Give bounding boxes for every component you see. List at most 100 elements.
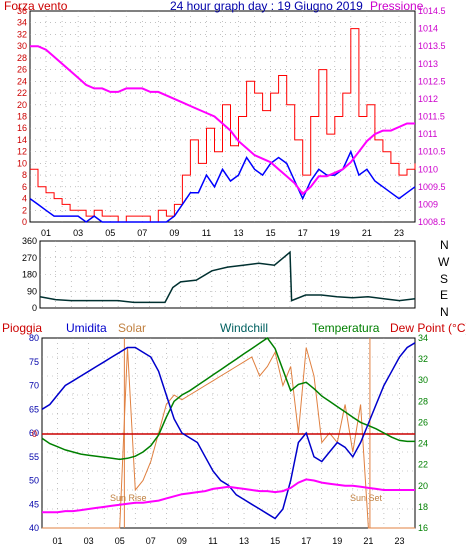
compass-n-top: N <box>440 238 449 252</box>
legend-solar: Solar <box>118 321 146 335</box>
panel1-hour-tick-label: 15 <box>266 228 276 238</box>
wind-speed-tick-label: 14 <box>17 135 27 145</box>
solar-line <box>42 347 415 529</box>
temperature-tick-label: 24 <box>418 439 428 449</box>
panel3-hour-tick-label: 09 <box>177 536 187 546</box>
panel1-hour-tick-label: 17 <box>298 228 308 238</box>
pressure-line <box>30 45 415 196</box>
panel3-hour-tick-label: 01 <box>53 536 63 546</box>
humidity-tick-label: 80 <box>29 333 39 343</box>
pressure-tick-label: 1009 <box>418 199 438 209</box>
temperature-humidity-series <box>41 336 416 529</box>
legend-rain: Pioggia <box>2 321 42 335</box>
rain-zero-label: 0 <box>32 429 37 439</box>
panel3-hour-tick-label: 17 <box>301 536 311 546</box>
wind-speed-tick-label: 16 <box>17 123 27 133</box>
panel3-hour-tick-label: 05 <box>115 536 125 546</box>
panel3-hour-tick-label: 21 <box>363 536 373 546</box>
temperature-line <box>41 336 415 461</box>
panel1-time-axis: 01 03 05 07 09 11 13 15 17 19 21 23 <box>41 228 404 238</box>
pressure-tick-label: 1010 <box>418 164 438 174</box>
panel3-hour-tick-label: 03 <box>84 536 94 546</box>
panel1-hour-tick-label: 21 <box>362 228 372 238</box>
panel3-hour-tick-label: 19 <box>332 536 342 546</box>
panel1-hour-tick-label: 23 <box>394 228 404 238</box>
compass-n-bottom: N <box>440 305 449 319</box>
temperature-tick-label: 22 <box>418 460 428 470</box>
humidity-axis: 40 45 50 55 60 65 70 75 80 <box>29 333 39 533</box>
wind-direction-line <box>39 250 416 304</box>
wind-speed-tick-label: 28 <box>17 53 27 63</box>
humidity-line <box>41 342 416 520</box>
wind-direction-tick-label: 360 <box>22 236 37 246</box>
wind-speed-tick-label: 36 <box>17 6 27 16</box>
panel3-hour-tick-label: 23 <box>394 536 404 546</box>
temperature-tick-label: 18 <box>418 502 428 512</box>
temperature-tick-label: 34 <box>418 333 428 343</box>
pressure-tick-label: 1011.5 <box>418 112 445 122</box>
wind-speed-tick-label: 4 <box>22 194 27 204</box>
humidity-tick-label: 60 <box>29 428 39 438</box>
pressure-tick-label: 1012.5 <box>418 76 446 86</box>
temperature-tick-label: 16 <box>418 523 428 533</box>
compass-e: E <box>440 288 448 302</box>
pressure-tick-label: 1008.5 <box>418 217 446 227</box>
humidity-tick-label: 40 <box>29 523 39 533</box>
sunset-label: Sun Set <box>350 493 383 503</box>
wind-speed-tick-label: 32 <box>17 29 27 39</box>
temperature-tick-label: 26 <box>418 417 428 427</box>
temperature-axis: 16 18 20 22 24 26 28 30 32 34 <box>418 333 428 533</box>
wind-speed-tick-label: 2 <box>22 205 27 215</box>
panel1-hour-tick-label: 05 <box>105 228 115 238</box>
sunrise-label: Sun Rise <box>110 493 147 503</box>
panel1-hour-tick-label: 19 <box>330 228 340 238</box>
wind-speed-tick-label: 12 <box>17 147 27 157</box>
panel1-hour-tick-label: 03 <box>73 228 83 238</box>
panel1-hour-tick-label: 01 <box>41 228 51 238</box>
wind-speed-tick-label: 8 <box>22 170 27 180</box>
pressure-label: Pressione <box>370 0 424 13</box>
panel1-hour-tick-label: 11 <box>202 228 211 238</box>
wind-speed-line <box>30 28 416 223</box>
wind-pressure-series <box>29 28 416 223</box>
wind-speed-tick-label: 10 <box>17 158 27 168</box>
panel3-hour-tick-label: 07 <box>146 536 156 546</box>
dewpoint-line <box>42 478 415 514</box>
legend-temperature: Temperatura <box>312 321 380 335</box>
temperature-tick-label: 32 <box>418 354 428 364</box>
panel1-hour-tick-label: 07 <box>137 228 147 238</box>
wind-speed-tick-label: 22 <box>17 88 27 98</box>
pressure-tick-label: 1013 <box>418 59 438 69</box>
panel3-hour-tick-label: 13 <box>239 536 249 546</box>
wind-direction-grid <box>40 241 415 308</box>
humidity-tick-label: 75 <box>29 357 39 367</box>
compass-w: W <box>438 255 450 269</box>
pressure-tick-label: 1009.5 <box>418 182 446 192</box>
pressure-tick-label: 1010.5 <box>418 147 446 157</box>
wind-speed-tick-label: 30 <box>17 41 27 51</box>
wind-direction-tick-label: 90 <box>27 286 37 296</box>
legend-windchill: Windchill <box>220 321 268 335</box>
temperature-humidity-grid <box>42 338 415 528</box>
wind-speed-tick-label: 26 <box>17 65 27 75</box>
pressure-tick-label: 1013.5 <box>418 41 446 51</box>
chart-title: 24 hour graph day : 19 Giugno 2019 <box>170 0 363 13</box>
temperature-tick-label: 30 <box>418 375 428 385</box>
temperature-tick-label: 28 <box>418 396 428 406</box>
wind-speed-label: Forza vento <box>4 0 68 13</box>
compass-s: S <box>440 272 448 286</box>
panel1-hour-tick-label: 09 <box>169 228 179 238</box>
humidity-tick-label: 70 <box>29 381 39 391</box>
wind-gust-line <box>29 149 416 223</box>
wind-speed-tick-label: 20 <box>17 100 27 110</box>
panel3-time-axis: 01 03 05 07 09 11 13 15 17 19 21 23 <box>53 536 405 546</box>
humidity-tick-label: 55 <box>29 452 39 462</box>
pressure-tick-label: 1012 <box>418 94 438 104</box>
legend-dewpoint: Dew Point (°C) <box>390 321 466 335</box>
wind-direction-series <box>39 250 416 304</box>
panel3-hour-tick-label: 15 <box>270 536 280 546</box>
panel1-hour-tick-label: 13 <box>234 228 244 238</box>
